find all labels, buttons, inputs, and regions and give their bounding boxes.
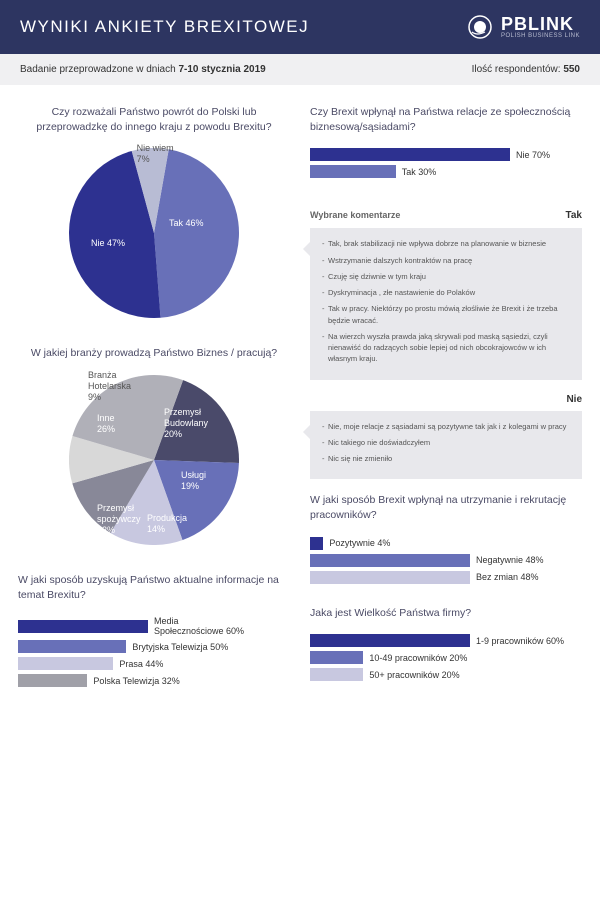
respondents-prefix: Ilość respondentów: [472, 64, 564, 75]
bar-label: Media Społecznościowe 60% [154, 616, 244, 636]
bar [310, 148, 510, 161]
pie2-title: W jakiej branży prowadzą Państwo Biznes … [18, 346, 290, 361]
bar-row: Brytyjska Telewizja 50% [18, 640, 290, 653]
right-column: Czy Brexit wpłynął na Państwa relacje ze… [310, 105, 582, 709]
pie-slice-label: Inne 26% [97, 413, 115, 435]
content: Czy rozważali Państwo powrót do Polski l… [0, 85, 600, 729]
comment-item: Tak w pracy. Niektórzy po prostu mówią z… [322, 303, 570, 326]
bar-row: Polska Telewizja 32% [18, 674, 290, 687]
bar-row: Pozytywnie 4% [310, 537, 582, 550]
bar [310, 554, 470, 567]
bar-row: Media Społecznościowe 60% [18, 616, 290, 636]
bars-left-title: W jaki sposób uzyskują Państwo aktualne … [18, 573, 290, 602]
pie2-chart: Przemysł Budowlany 20% Usługi 19% Produkcj… [69, 375, 239, 545]
logo-icon [467, 14, 493, 40]
bar-label: 10-49 pracowników 20% [369, 653, 467, 663]
pie2-section: W jakiej branży prowadzą Państwo Biznes … [18, 346, 290, 545]
pie-slice-label: Przemysł Budowlany 20% [164, 407, 208, 439]
bar-label: Brytyjska Telewizja 50% [132, 642, 228, 652]
logo: PBLINK POLISH BUSINESS LINK [467, 14, 580, 40]
bar-row: 1-9 pracowników 60% [310, 634, 582, 647]
bars-r1-section: Czy Brexit wpłynął na Państwa relacje ze… [310, 105, 582, 178]
pie1-chart: Tak 46%Nie 47%Nie wiem 7% [69, 148, 239, 318]
comments-nie-box: Nie, moje relacje z sąsiadami są pozytyw… [310, 411, 582, 480]
comment-item: Nic się nie zmieniło [322, 453, 570, 464]
comment-item: Nic takiego nie doświadczyłem [322, 437, 570, 448]
bar [310, 634, 470, 647]
comments-nie-title: Nie [310, 394, 582, 405]
left-column: Czy rozważali Państwo powrót do Polski l… [18, 105, 290, 709]
bar-label: Bez zmian 48% [476, 572, 539, 582]
bar-row: Prasa 44% [18, 657, 290, 670]
pie-slice-label: Branża Hotelarska 9% [88, 370, 131, 402]
pie-slice-label: Tak 46% [169, 218, 204, 229]
comment-item: Tak, brak stabilizacji nie wpływa dobrze… [322, 238, 570, 249]
bars-r3-chart: 1-9 pracowników 60% 10-49 pracowników 20%… [310, 634, 582, 681]
pie-slice-label: Nie 47% [91, 238, 125, 249]
bar [310, 651, 363, 664]
pie-slice-label: Nie wiem 7% [137, 143, 174, 165]
respondents-count: 550 [563, 64, 580, 75]
comment-item: Nie, moje relacje z sąsiadami są pozytyw… [322, 421, 570, 432]
comment-item: Dyskryminacja , złe nastawienie do Polak… [322, 287, 570, 298]
bars-r2-section: W jaki sposób Brexit wpłynął na utrzyman… [310, 493, 582, 583]
bar-label: Pozytywnie 4% [329, 538, 390, 548]
logo-subtitle: POLISH BUSINESS LINK [501, 33, 580, 39]
bars-r2-chart: Pozytywnie 4% Negatywnie 48% Bez zmian 48% [310, 537, 582, 584]
bar-label: Tak 30% [402, 167, 437, 177]
comment-item: Wstrzymanie dalszych kontraktów na pracę [322, 255, 570, 266]
survey-date-prefix: Badanie przeprowadzone w dniach [20, 64, 178, 75]
bar-label: Nie 70% [516, 150, 550, 160]
bars-left-section: W jaki sposób uzyskują Państwo aktualne … [18, 573, 290, 687]
bar-row: Tak 30% [310, 165, 582, 178]
bar [310, 571, 470, 584]
bar [310, 537, 323, 550]
comments-tak-box: Tak, brak stabilizacji nie wpływa dobrze… [310, 228, 582, 379]
comments-subtitle: Wybrane komentarze [310, 210, 400, 220]
logo-text: PBLINK [501, 15, 580, 33]
pie1-title: Czy rozważali Państwo powrót do Polski l… [18, 105, 290, 134]
pie-slice-label: Usługi 19% [181, 470, 206, 492]
bar-label: 50+ pracowników 20% [369, 670, 459, 680]
bar-label: Prasa 44% [119, 659, 163, 669]
bar-label: Negatywnie 48% [476, 555, 544, 565]
bar [18, 640, 126, 653]
pie1-section: Czy rozważali Państwo powrót do Polski l… [18, 105, 290, 318]
bar-row: Bez zmian 48% [310, 571, 582, 584]
bars-r3-title: Jaka jest Wielkość Państwa firmy? [310, 606, 582, 621]
comment-item: Na wierzch wyszła prawda jaką skrywali p… [322, 331, 570, 365]
subheader: Badanie przeprowadzone w dniach 7-10 sty… [0, 54, 600, 85]
bars-r1-chart: Nie 70% Tak 30% [310, 148, 582, 178]
bar-label: 1-9 pracowników 60% [476, 636, 564, 646]
bar [18, 674, 87, 687]
header: WYNIKI ANKIETY BREXITOWEJ PBLINK POLISH … [0, 0, 600, 54]
bar-row: Negatywnie 48% [310, 554, 582, 567]
bar-label: Polska Telewizja 32% [93, 676, 179, 686]
survey-date: 7-10 stycznia 2019 [178, 64, 265, 75]
bar-row: Nie 70% [310, 148, 582, 161]
bars-r3-section: Jaka jest Wielkość Państwa firmy? 1-9 pr… [310, 606, 582, 682]
pie-slice-label: Przemysł spożywczy 12% [97, 503, 141, 535]
comments-tak-title: Tak [566, 210, 583, 221]
bar [310, 668, 363, 681]
comment-item: Czuję się dziwnie w tym kraju [322, 271, 570, 282]
bars-r2-title: W jaki sposób Brexit wpłynął na utrzyman… [310, 493, 582, 522]
pie-slice-label: Produkcja 14% [147, 513, 187, 535]
bar [18, 657, 113, 670]
bar-row: 50+ pracowników 20% [310, 668, 582, 681]
bars-r1-title: Czy Brexit wpłynął na Państwa relacje ze… [310, 105, 582, 134]
bars-left-chart: Media Społecznościowe 60% Brytyjska Telew… [18, 616, 290, 687]
bar-row: 10-49 pracowników 20% [310, 651, 582, 664]
bar [310, 165, 396, 178]
page-title: WYNIKI ANKIETY BREXITOWEJ [20, 17, 309, 37]
bar [18, 620, 148, 633]
